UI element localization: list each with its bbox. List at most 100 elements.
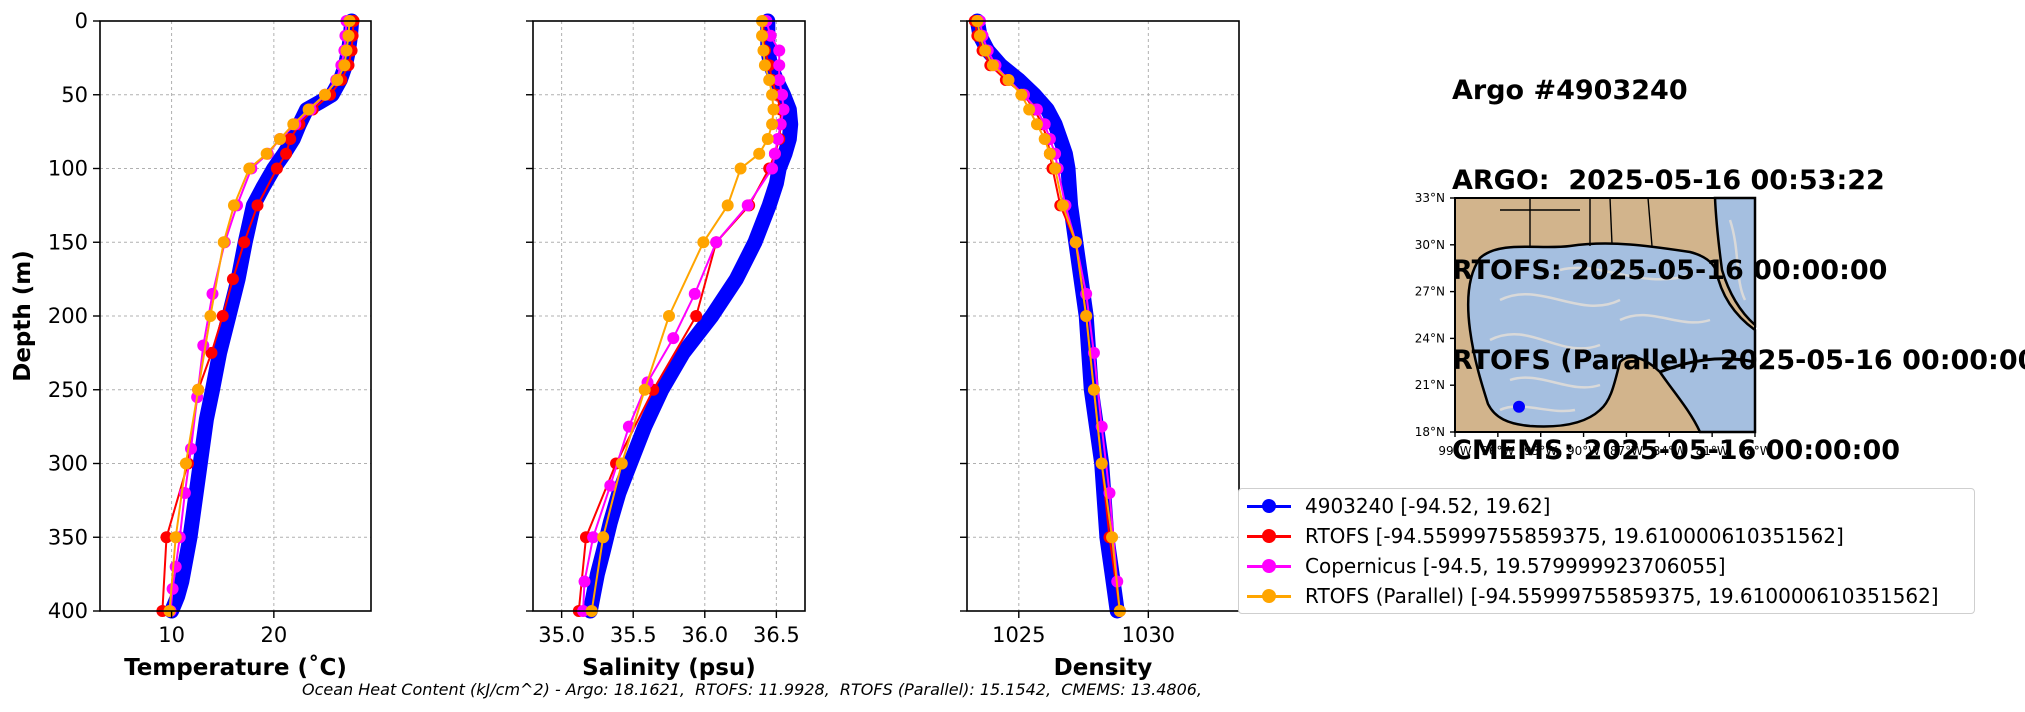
x-tick-label: 35.0	[538, 623, 585, 647]
data-point-parallel	[597, 531, 610, 544]
data-point-parallel	[287, 118, 300, 131]
x-axis-label: Salinity (psu)	[582, 655, 756, 681]
map-lat-label: 21°N	[1415, 378, 1445, 392]
map-lon-label: 81°W	[1696, 444, 1729, 458]
data-point-rtofs	[690, 310, 703, 322]
data-point-argo	[1028, 88, 1041, 101]
salinity-panel: 35.0 35.5 36.0 36.5 Salinity (psu)	[526, 13, 806, 681]
argo-title: Argo #4903240	[1452, 75, 1688, 106]
y-axis-label: Depth (m)	[10, 250, 36, 382]
data-point-argo	[763, 199, 776, 212]
legend: 4903240 [-94.52, 19.62] RTOFS [-94.55999…	[1238, 488, 1975, 614]
data-point-argo	[624, 457, 637, 470]
map-lat-label: 24°N	[1415, 331, 1445, 345]
state-border	[1647, 197, 1653, 247]
data-point-copernicus	[197, 339, 210, 352]
data-point-parallel	[761, 133, 774, 145]
current-streak	[1489, 333, 1601, 350]
map-lat-label: 33°N	[1415, 191, 1445, 205]
y-tick-label: 200	[48, 304, 88, 328]
map-lon-label: 90°W	[1567, 444, 1600, 458]
x-tick-label: 1025	[992, 623, 1045, 647]
map-lat-label: 30°N	[1415, 238, 1445, 252]
data-point-parallel	[734, 162, 747, 175]
map-lat-label: 18°N	[1415, 425, 1445, 439]
data-point-argo	[183, 531, 196, 544]
map-frame	[1454, 197, 1756, 433]
atlantic-ocean	[1713, 196, 1757, 328]
data-point-argo	[638, 420, 651, 433]
data-point-argo	[1049, 118, 1062, 131]
data-point-copernicus	[587, 531, 600, 544]
data-point-copernicus	[206, 287, 219, 300]
y-tick-label: 150	[48, 230, 88, 254]
data-point-parallel	[638, 383, 651, 396]
data-point-argo	[1062, 162, 1075, 175]
data-point-parallel	[318, 88, 331, 101]
data-point-parallel	[338, 59, 351, 72]
data-point-copernicus	[578, 575, 591, 588]
data-point-parallel	[1056, 199, 1069, 212]
data-point-copernicus	[604, 479, 617, 492]
data-point-argo	[1012, 74, 1025, 86]
data-point-argo	[778, 147, 791, 160]
data-point-copernicus	[777, 103, 790, 116]
data-point-argo	[200, 413, 213, 426]
data-point-argo	[1059, 147, 1072, 160]
data-point-parallel	[766, 88, 779, 101]
x-tick-label: 36.0	[681, 623, 728, 647]
map-lon-label: 99°W	[1438, 444, 1471, 458]
data-point-parallel	[260, 147, 273, 160]
data-point-parallel	[1002, 74, 1015, 86]
data-point-parallel	[1015, 88, 1028, 101]
data-point-parallel	[1069, 236, 1082, 249]
data-point-parallel	[663, 310, 675, 322]
data-point-parallel	[758, 59, 771, 72]
data-point-parallel	[1095, 457, 1108, 470]
x-axis-label: Temperature (˚C)	[124, 654, 347, 681]
data-point-rtofs	[238, 236, 251, 249]
data-point-copernicus	[166, 582, 179, 595]
legend-label: RTOFS [-94.55999755859375, 19.6100006103…	[1305, 524, 1844, 548]
data-point-argo	[655, 383, 668, 396]
data-point-parallel	[227, 199, 240, 212]
y-tick-label: 0	[75, 9, 88, 33]
current-streak	[1559, 266, 1691, 281]
legend-item-argo: 4903240 [-94.52, 19.62]	[1239, 491, 1550, 521]
data-point-copernicus	[768, 147, 781, 160]
legend-label: Copernicus [-94.5, 19.579999923706055]	[1305, 554, 1726, 578]
y-tick-label: 400	[48, 599, 88, 623]
data-point-parallel	[721, 199, 734, 212]
data-point-rtofs	[251, 199, 264, 212]
map-lon-label: 87°W	[1610, 444, 1643, 458]
data-point-copernicus	[766, 162, 779, 175]
legend-swatch	[1247, 586, 1291, 606]
data-point-argo	[748, 236, 761, 249]
x-tick-label: 20	[260, 623, 287, 647]
map-lon-label: 93°W	[1524, 444, 1557, 458]
rtofs-parallel-time: RTOFS (Parallel): 2025-05-16 00:00:00	[1452, 345, 2025, 376]
y-tick-label: 250	[48, 378, 88, 402]
data-point-argo	[770, 177, 783, 190]
current-streak	[1509, 376, 1601, 389]
data-point-rtofs	[284, 133, 297, 145]
data-point-argo	[705, 310, 718, 322]
data-point-argo	[175, 575, 188, 588]
data-point-rtofs	[216, 310, 229, 322]
data-point-parallel	[766, 118, 779, 131]
legend-swatch	[1247, 496, 1291, 516]
data-point-argo	[730, 273, 743, 286]
data-point-parallel	[763, 74, 776, 86]
x-axis-label: Density	[1054, 655, 1153, 681]
data-point-argo	[783, 133, 796, 145]
data-point-copernicus	[773, 44, 786, 57]
map-lon-label: 78°W	[1738, 444, 1771, 458]
current-streak	[1619, 313, 1711, 324]
y-tick-label: 50	[61, 83, 88, 107]
legend-label: RTOFS (Parallel) [-94.55999755859375, 19…	[1305, 584, 1939, 608]
data-point-parallel	[753, 147, 766, 160]
data-point-argo	[597, 546, 610, 558]
data-point-copernicus	[773, 74, 786, 86]
data-point-parallel	[331, 74, 344, 86]
